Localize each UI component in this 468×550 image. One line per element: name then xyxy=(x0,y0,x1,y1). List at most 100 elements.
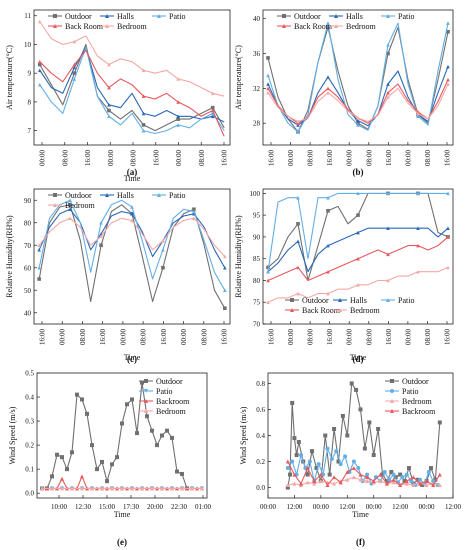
series-line xyxy=(39,46,225,135)
data-point xyxy=(323,433,328,438)
series-patio xyxy=(37,46,225,135)
x-tick-label: 16:00 xyxy=(268,329,276,345)
legend-label: Halls xyxy=(117,12,134,21)
data-point xyxy=(130,218,134,223)
chart-panel-2: 28 32 36 40 16:00 00:00 08:00 16:00 00:00 08:00 16… xyxy=(234,9,454,177)
panel-label: (b) xyxy=(353,167,364,177)
data-point xyxy=(210,111,215,116)
x-tick-label: 16:00 xyxy=(326,150,334,166)
data-point xyxy=(424,479,429,484)
data-point xyxy=(37,62,42,67)
data-point xyxy=(294,453,299,458)
data-point xyxy=(85,411,89,416)
y-tick-label: 0.8 xyxy=(256,380,265,388)
data-point xyxy=(356,213,360,217)
data-point xyxy=(192,216,196,221)
data-point xyxy=(37,82,42,87)
data-point xyxy=(288,472,293,477)
data-point xyxy=(285,485,290,490)
series-patio xyxy=(266,191,450,274)
panel-label: (c) xyxy=(127,354,137,364)
legend-label: Halls xyxy=(346,12,363,21)
data-point xyxy=(60,486,64,491)
x-tick-label: 16:00 xyxy=(385,150,393,166)
data-point xyxy=(406,466,411,471)
data-point xyxy=(80,486,84,491)
x-tick-label: 00:00 xyxy=(404,329,412,345)
data-point xyxy=(141,111,146,116)
data-point xyxy=(141,128,146,133)
data-point xyxy=(391,477,396,482)
data-point xyxy=(358,407,363,412)
legend-marker xyxy=(390,379,394,383)
data-point xyxy=(120,421,124,426)
x-tick-label: 16:00 xyxy=(444,150,452,166)
data-point xyxy=(420,482,425,487)
data-point xyxy=(382,469,387,474)
series-patio xyxy=(266,21,450,134)
chart-panel-1: 7 8 9 10 11 00:00 08:00 16:00 00:00 08:00 16:00 00:… xyxy=(5,9,231,183)
series-back-room xyxy=(37,49,225,137)
data-point xyxy=(266,265,270,270)
x-tick-label: 08:00 xyxy=(424,329,432,345)
data-point xyxy=(68,198,72,203)
legend: Outdoor Halls Patio Bedroom xyxy=(48,191,185,210)
data-point xyxy=(176,77,180,81)
y-tick-label: 60 xyxy=(24,264,32,272)
series-bedroom xyxy=(285,475,442,487)
data-point xyxy=(37,19,42,24)
data-point xyxy=(50,474,54,479)
x-tick-label: 00:00 xyxy=(180,329,188,345)
data-point xyxy=(170,435,174,440)
series-line xyxy=(267,83,449,123)
data-point xyxy=(141,94,146,98)
data-point xyxy=(326,90,330,95)
data-point xyxy=(99,234,103,239)
data-point xyxy=(356,118,360,123)
data-point xyxy=(446,64,450,69)
y-tick-label: 70 xyxy=(253,321,261,329)
x-tick-label: 00:00 xyxy=(346,150,354,166)
data-point xyxy=(266,300,270,305)
data-point xyxy=(314,466,319,471)
data-point xyxy=(312,481,317,486)
legend-marker xyxy=(144,409,148,413)
data-point xyxy=(68,207,72,212)
y-tick-label: 75 xyxy=(253,299,261,307)
data-point xyxy=(446,191,450,196)
series-halls xyxy=(266,226,450,274)
data-point xyxy=(266,82,270,86)
series-line xyxy=(38,208,226,269)
data-point xyxy=(266,86,270,91)
data-point xyxy=(326,195,330,200)
data-point xyxy=(110,462,114,467)
legend-label: Patio xyxy=(156,387,172,396)
data-point xyxy=(90,486,94,491)
data-point xyxy=(409,479,414,484)
legend-label: Outdoor xyxy=(65,191,92,200)
legend-marker xyxy=(144,389,148,393)
data-point xyxy=(416,191,420,196)
x-tick-label: 00:00 xyxy=(107,150,115,166)
y-tick-label: 0.6 xyxy=(256,406,265,414)
data-point xyxy=(180,471,184,476)
data-point xyxy=(223,288,227,293)
x-tick-label: 00:00 xyxy=(419,503,435,511)
data-point xyxy=(326,208,330,213)
data-point xyxy=(356,230,360,235)
data-point xyxy=(386,252,390,257)
x-tick-label: 12:00 xyxy=(286,503,302,511)
legend-marker xyxy=(282,24,286,28)
data-point xyxy=(200,486,204,491)
data-point xyxy=(299,481,304,486)
data-point xyxy=(318,479,323,484)
x-tick-label: 16:00 xyxy=(39,329,47,345)
data-point xyxy=(60,455,64,460)
data-point xyxy=(371,453,376,458)
legend-label: Outdoor xyxy=(402,377,429,386)
data-point xyxy=(40,486,44,491)
data-point xyxy=(345,477,350,482)
data-point xyxy=(99,243,103,248)
data-point xyxy=(140,380,144,385)
